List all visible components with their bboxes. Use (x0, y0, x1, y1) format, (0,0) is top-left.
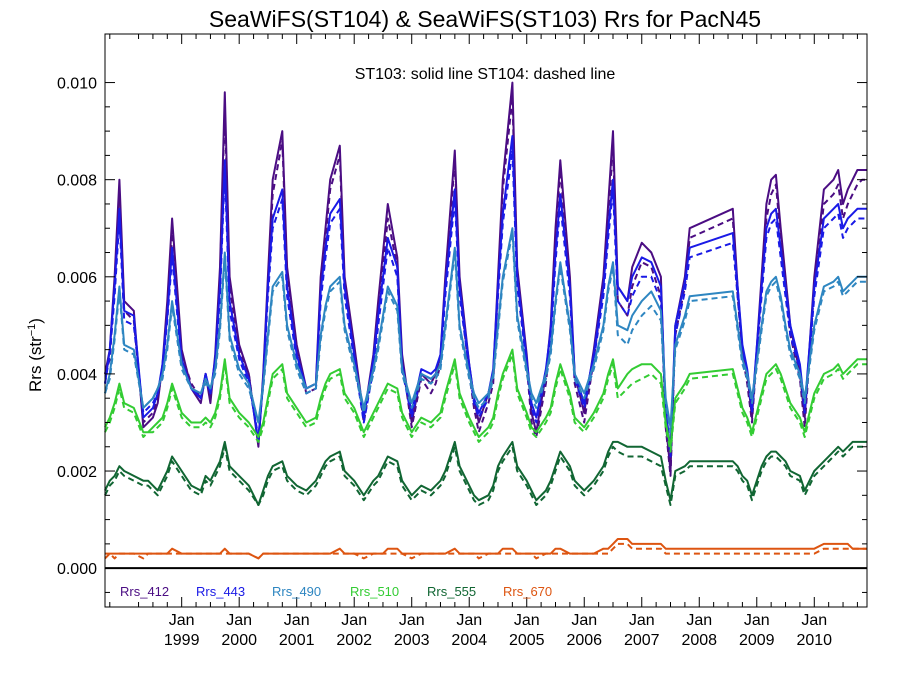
x-tick-label-year: 2003 (394, 632, 430, 649)
x-tick-label-month: Jan (514, 612, 540, 629)
legend-entry-rrs_670: Rrs_670 (503, 584, 552, 599)
series-line-rrs_490-dashed (104, 232, 867, 434)
x-tick-label-year: 2010 (796, 632, 832, 649)
x-tick-label-year: 2005 (509, 632, 545, 649)
x-tick-label-year: 2009 (739, 632, 775, 649)
x-tick-label-year: 1999 (164, 632, 200, 649)
x-tick-label-month: Jan (169, 612, 195, 629)
legend-entry-rrs_443: Rrs_443 (196, 584, 245, 599)
line-style-note: ST103: solid line ST104: dashed line (355, 66, 616, 83)
x-tick-label-month: Jan (399, 612, 425, 629)
y-axis-label: Rrs (str−1) (26, 318, 45, 392)
series-line-rrs_670-dashed (104, 542, 867, 560)
legend-entry-rrs_510: Rrs_510 (350, 584, 399, 599)
series-line-rrs_555-solid (104, 440, 867, 506)
series-line-rrs_510-dashed (104, 353, 867, 453)
legend-entry-rrs_490: Rrs_490 (272, 584, 321, 599)
plot-frame (104, 33, 868, 608)
x-tick-label-month: Jan (801, 612, 827, 629)
y-tick-label: 0.000 (57, 561, 97, 578)
x-tick-label-year: 2006 (566, 632, 602, 649)
x-tick-label-month: Jan (226, 612, 252, 629)
x-tick-label-month: Jan (629, 612, 655, 629)
series-line-rrs_443-dashed (104, 149, 867, 458)
series-line-rrs_555-dashed (104, 445, 867, 506)
x-tick-label-year: 2008 (681, 632, 717, 649)
x-tick-label-year: 2002 (336, 632, 372, 649)
x-tick-label-month: Jan (284, 612, 310, 629)
series-line-rrs_510-solid (104, 348, 867, 448)
x-tick-label-month: Jan (744, 612, 770, 629)
x-tick-label-month: Jan (341, 612, 367, 629)
x-tick-label-year: 2000 (221, 632, 257, 649)
legend: Rrs_412 Rrs_443 Rrs_490 Rrs_510 Rrs_555 Rrs_6… (120, 584, 552, 599)
series-layer (104, 81, 867, 560)
x-tick-label-month: Jan (456, 612, 482, 629)
x-tick-label-month: Jan (686, 612, 712, 629)
x-tick-label-month: Jan (571, 612, 597, 629)
x-tick-label-year: 2001 (279, 632, 315, 649)
y-tick-label: 0.010 (57, 76, 97, 93)
chart-title: SeaWiFS(ST104) & SeaWiFS(ST103) Rrs for … (209, 6, 761, 32)
y-tick-label: 0.006 (57, 270, 97, 287)
x-tick-label-year: 2007 (624, 632, 660, 649)
y-tick-label: 0.008 (57, 173, 97, 190)
axes-layer: 0.000 0.002 0.004 0.006 0.008 0.010 Jan 1999 Jan… (57, 33, 868, 649)
legend-entry-rrs_412: Rrs_412 (120, 584, 169, 599)
y-tick-label: 0.004 (57, 367, 97, 384)
y-tick-label: 0.002 (57, 464, 97, 481)
legend-entry-rrs_555: Rrs_555 (427, 584, 476, 599)
x-tick-label-year: 2004 (451, 632, 487, 649)
